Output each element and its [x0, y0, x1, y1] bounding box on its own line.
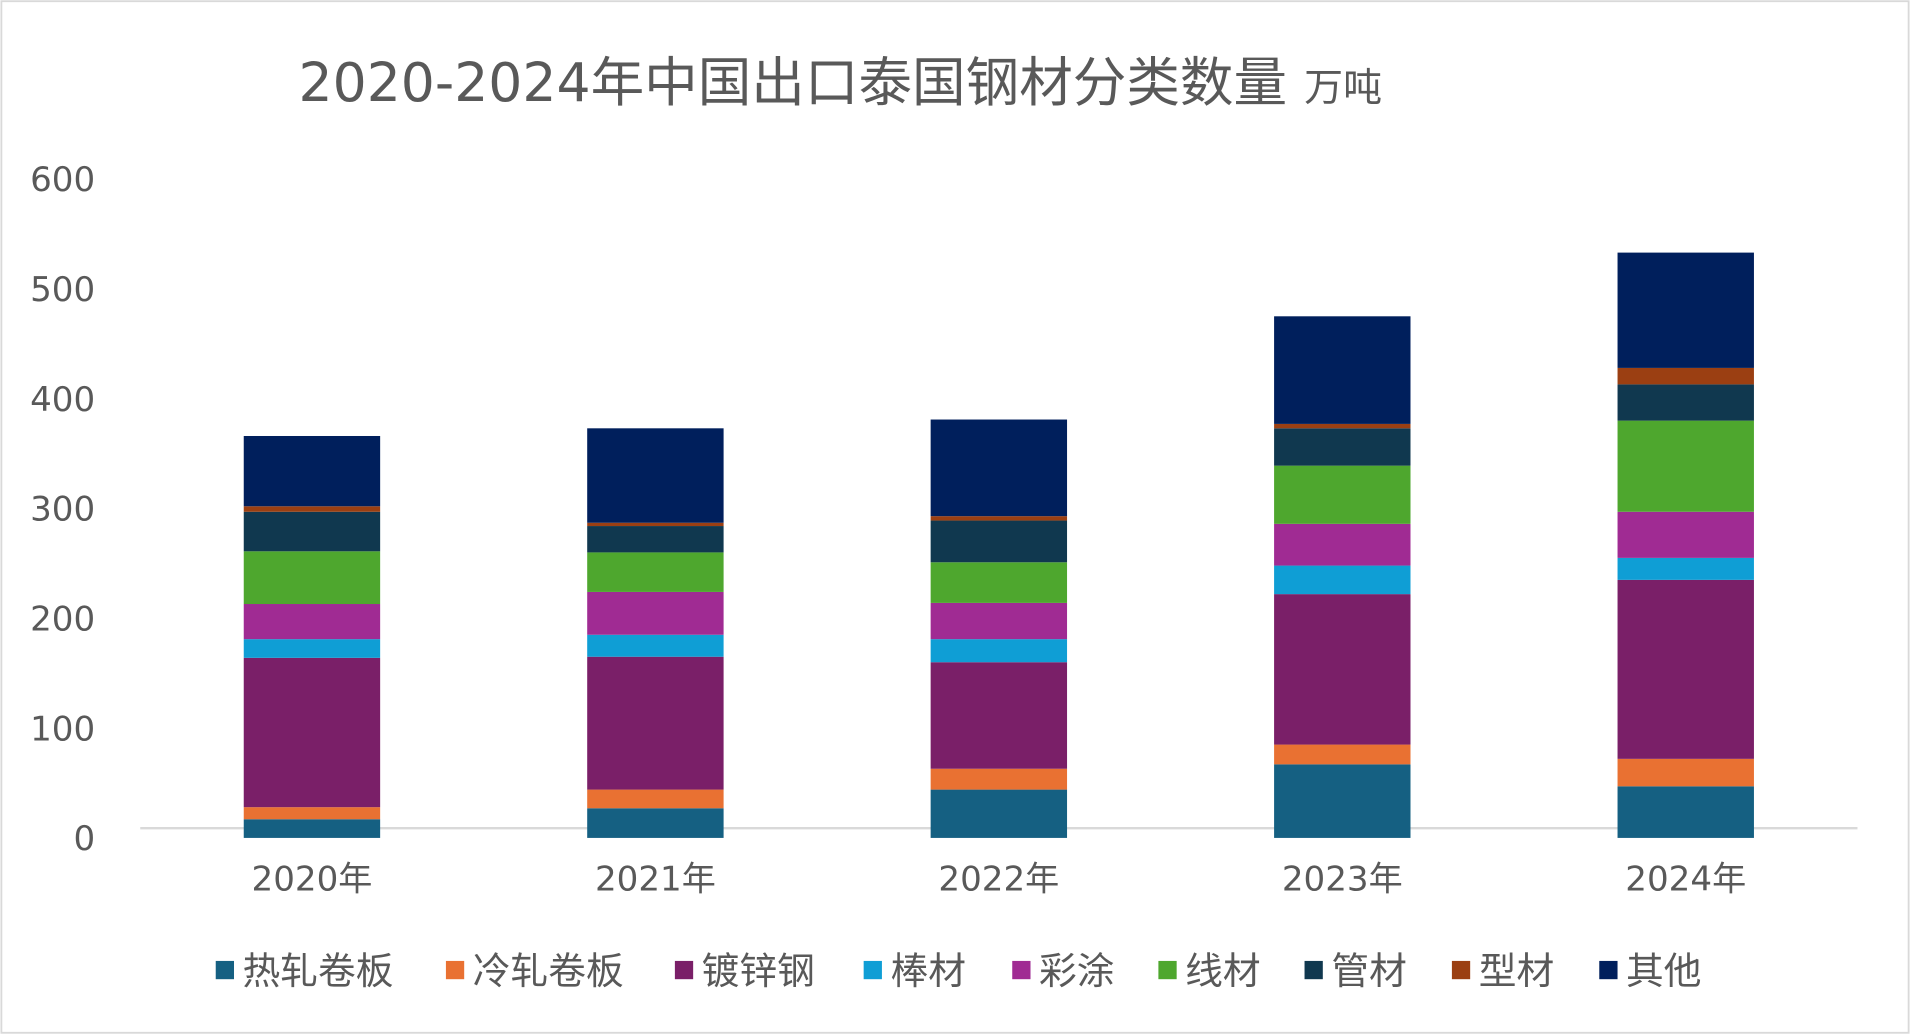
legend-swatch	[445, 960, 465, 980]
legend-label: 冷轧卷板	[473, 949, 624, 993]
legend-label: 彩涂	[1039, 949, 1115, 993]
y-tick-label: 300	[30, 490, 95, 530]
bar-segment-冷轧卷板	[587, 789, 724, 809]
legend-swatch	[674, 960, 694, 980]
bar-segment-型材	[1274, 423, 1411, 429]
x-axis: 2020年 2021年 2022年 2023年 2024年	[252, 859, 1747, 899]
bar-segment-冷轧卷板	[930, 768, 1068, 790]
y-tick-label: 200	[30, 599, 95, 639]
legend-item-其他: 其他	[1599, 949, 1702, 993]
legend: 热轧卷板 冷轧卷板 镀锌钢 棒材 彩涂 线材 管材 型材 其他	[215, 949, 1702, 993]
x-tick-label: 2020年	[252, 859, 373, 899]
bar-segment-线材	[587, 552, 724, 592]
legend-label: 棒材	[890, 949, 966, 993]
bar-segment-彩涂	[1274, 523, 1411, 566]
bar-segment-冷轧卷板	[1617, 758, 1754, 787]
bar-segment-镀锌钢	[930, 662, 1068, 769]
bar-stack-2020年	[243, 435, 381, 838]
legend-swatch	[1012, 960, 1031, 980]
x-tick-label: 2024年	[1625, 859, 1746, 899]
bar-stack-2021年	[587, 428, 724, 838]
bars	[243, 252, 1754, 838]
bar-segment-热轧卷板	[587, 808, 724, 838]
legend-label: 型材	[1479, 949, 1555, 993]
legend-swatch	[1599, 960, 1618, 980]
legend-item-镀锌钢: 镀锌钢	[674, 949, 815, 993]
legend-swatch	[215, 960, 235, 980]
bar-segment-型材	[587, 522, 724, 527]
bar-segment-其他	[930, 419, 1068, 517]
legend-item-冷轧卷板: 冷轧卷板	[445, 949, 624, 993]
y-tick-label: 500	[30, 270, 95, 310]
y-axis: 0 100 200 300 400 500 600	[30, 160, 95, 859]
bar-stack-2024年	[1617, 252, 1754, 838]
bar-segment-其他	[1274, 316, 1411, 424]
bar-segment-热轧卷板	[930, 789, 1068, 838]
bar-stack-2023年	[1274, 316, 1411, 838]
bar-segment-管材	[243, 511, 381, 552]
bar-segment-线材	[243, 551, 381, 605]
legend-label: 镀锌钢	[702, 949, 815, 993]
bar-segment-棒材	[1274, 565, 1411, 595]
x-tick-label: 2022年	[938, 859, 1059, 899]
bar-segment-彩涂	[930, 602, 1068, 640]
bar-segment-镀锌钢	[1274, 594, 1411, 745]
bar-segment-彩涂	[243, 604, 381, 640]
bar-segment-热轧卷板	[1617, 786, 1754, 838]
legend-item-热轧卷板: 热轧卷板	[215, 949, 394, 993]
bar-segment-镀锌钢	[587, 656, 724, 790]
title-unit: 万吨	[1304, 66, 1382, 111]
bar-segment-棒材	[930, 639, 1068, 663]
bar-segment-管材	[930, 520, 1068, 563]
bar-segment-热轧卷板	[243, 819, 381, 838]
bar-segment-热轧卷板	[1274, 764, 1411, 838]
bar-segment-冷轧卷板	[1274, 744, 1411, 765]
legend-swatch	[1304, 960, 1323, 980]
legend-label: 管材	[1331, 949, 1407, 993]
legend-swatch	[863, 960, 882, 980]
bar-segment-其他	[1617, 252, 1754, 368]
chart-title: 2020-2024年中国出口泰国钢材分类数量 万吨	[299, 51, 1383, 114]
bar-segment-型材	[930, 516, 1068, 521]
bar-segment-彩涂	[1617, 511, 1754, 558]
bar-segment-型材	[1617, 367, 1754, 385]
legend-swatch	[1451, 960, 1471, 980]
bar-segment-镀锌钢	[1617, 579, 1754, 759]
bar-segment-棒材	[1617, 557, 1754, 580]
bar-segment-线材	[1617, 420, 1754, 512]
bar-segment-管材	[587, 526, 724, 553]
legend-swatch	[1158, 960, 1177, 980]
y-tick-label: 600	[30, 160, 95, 200]
bar-segment-棒材	[243, 639, 381, 658]
bar-segment-其他	[243, 435, 381, 507]
y-tick-label: 0	[73, 819, 95, 859]
legend-item-棒材: 棒材	[863, 949, 966, 993]
bar-segment-型材	[243, 506, 381, 512]
legend-label: 热轧卷板	[243, 949, 394, 993]
bar-segment-线材	[930, 562, 1068, 603]
legend-item-彩涂: 彩涂	[1012, 949, 1115, 993]
bar-segment-镀锌钢	[243, 657, 381, 808]
bar-stack-2022年	[930, 419, 1068, 838]
bar-segment-彩涂	[587, 591, 724, 635]
legend-item-型材: 型材	[1451, 949, 1555, 993]
y-tick-label: 400	[30, 380, 95, 420]
legend-item-管材: 管材	[1304, 949, 1407, 993]
legend-item-线材: 线材	[1158, 949, 1261, 993]
legend-label: 其他	[1626, 949, 1702, 993]
y-tick-label: 100	[30, 709, 95, 749]
bar-segment-线材	[1274, 465, 1411, 524]
x-tick-label: 2021年	[595, 859, 716, 899]
bar-segment-管材	[1617, 384, 1754, 421]
bar-segment-棒材	[587, 634, 724, 657]
bar-segment-冷轧卷板	[243, 807, 381, 820]
title-main: 2020-2024年中国出口泰国钢材分类数量	[299, 51, 1288, 114]
bar-segment-管材	[1274, 428, 1411, 466]
legend-label: 线材	[1185, 949, 1261, 993]
bar-segment-其他	[587, 428, 724, 523]
x-tick-label: 2023年	[1282, 859, 1403, 899]
